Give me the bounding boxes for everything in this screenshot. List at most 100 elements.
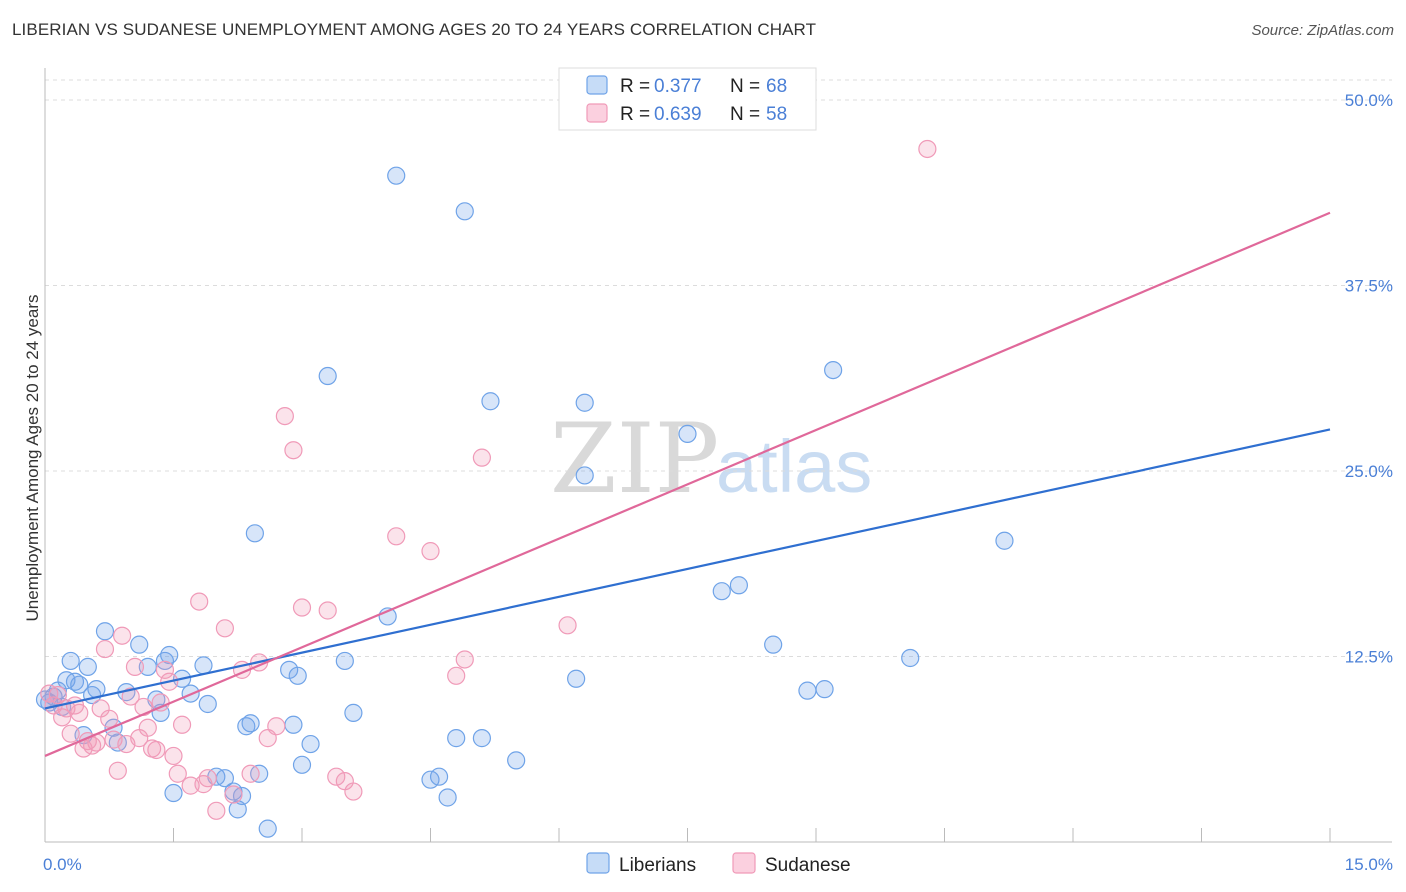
point-sudanese — [147, 740, 166, 760]
point-sudanese — [155, 660, 175, 679]
point-sudanese — [224, 785, 243, 804]
bottom-legend-swatch-liberians — [586, 852, 610, 874]
bottom-legend-liberians: Liberians — [619, 855, 696, 876]
point-liberians — [824, 360, 843, 380]
point-sudanese — [455, 650, 474, 669]
point-sudanese — [472, 448, 491, 467]
point-liberians — [429, 767, 449, 786]
chart-title: LIBERIAN VS SUDANESE UNEMPLOYMENT AMONG … — [12, 20, 817, 39]
point-liberians — [284, 715, 303, 734]
point-sudanese — [53, 708, 72, 727]
point-sudanese — [387, 527, 406, 546]
legend-r-value-2: 0.639 — [654, 104, 702, 125]
point-liberians — [575, 466, 594, 485]
point-liberians — [292, 755, 312, 774]
bottom-legend-swatch-sudanese — [732, 852, 756, 874]
y-tick-labels: 12.5% 25.0% 37.5% 50.0% — [1345, 91, 1393, 667]
point-sudanese — [168, 764, 187, 783]
legend-n-value-1: 68 — [766, 76, 787, 97]
axes — [44, 68, 1392, 843]
trend-line-sudanese — [44, 211, 1331, 757]
point-liberians — [245, 524, 264, 543]
point-liberians — [901, 648, 920, 668]
point-sudanese — [284, 441, 303, 460]
point-sudanese — [164, 746, 183, 766]
legend-swatch-sudanese — [586, 103, 608, 123]
point-sudanese — [215, 619, 234, 638]
bottom-legend: Liberians Sudanese — [586, 852, 851, 876]
point-sudanese — [318, 601, 337, 620]
point-sudanese — [207, 801, 226, 820]
y-tick-label: 25.0% — [1345, 462, 1393, 481]
point-sudanese — [292, 598, 312, 617]
point-liberians — [575, 393, 594, 412]
legend: R = 0.377 N = 68 R = 0.639 N = 58 — [558, 67, 817, 131]
point-sudanese — [172, 715, 192, 734]
point-liberians — [95, 622, 115, 641]
point-liberians — [481, 392, 500, 411]
point-liberians — [164, 783, 183, 803]
chart-source: Source: ZipAtlas.com — [1251, 22, 1394, 39]
point-sudanese — [267, 717, 286, 736]
point-liberians — [764, 635, 783, 654]
trend-line-liberians — [44, 428, 1331, 710]
point-liberians — [472, 729, 491, 748]
legend-n-label-2: N = — [730, 104, 760, 125]
watermark-zip: ZIP — [550, 403, 719, 515]
legend-n-label-1: N = — [730, 76, 760, 97]
bottom-legend-sudanese: Sudanese — [765, 855, 851, 876]
point-sudanese — [198, 769, 217, 788]
x-tick-labels: 0.0% 15.0% — [43, 855, 1393, 874]
point-sudanese — [112, 626, 132, 645]
point-sudanese — [95, 639, 115, 659]
point-liberians — [160, 645, 179, 665]
legend-r-value-1: 0.377 — [654, 76, 702, 97]
y-axis-label: Unemployment Among Ages 20 to 24 years — [23, 295, 42, 622]
x-tick-label-min: 0.0% — [43, 855, 82, 874]
point-sudanese — [48, 685, 67, 705]
point-sudanese — [344, 782, 363, 801]
point-liberians — [228, 800, 247, 819]
point-sudanese — [918, 139, 937, 159]
point-sudanese — [327, 767, 346, 786]
legend-n-value-2: 58 — [766, 104, 787, 125]
point-liberians — [815, 680, 834, 699]
point-sudanese — [121, 687, 140, 706]
point-liberians — [729, 576, 749, 595]
point-liberians — [678, 424, 697, 443]
legend-swatch-liberians — [586, 75, 608, 95]
legend-r-label-2: R = — [620, 104, 650, 125]
point-liberians — [387, 166, 406, 185]
point-liberians — [798, 681, 817, 700]
point-liberians — [70, 675, 89, 694]
point-sudanese — [138, 718, 157, 737]
point-liberians — [507, 751, 526, 770]
point-liberians — [318, 366, 337, 386]
point-sudanese — [125, 657, 145, 676]
point-liberians — [78, 657, 97, 676]
legend-r-label-1: R = — [620, 76, 650, 97]
point-liberians — [288, 666, 307, 685]
trend-lines — [44, 211, 1331, 757]
point-sudanese — [421, 542, 440, 561]
point-sudanese — [100, 709, 119, 728]
point-liberians — [567, 669, 586, 688]
point-liberians — [301, 734, 320, 754]
point-sudanese — [108, 761, 127, 780]
point-sudanese — [447, 666, 466, 685]
point-liberians — [61, 651, 80, 671]
point-sudanese — [275, 406, 294, 426]
y-tick-label: 37.5% — [1345, 277, 1393, 296]
point-sudanese — [190, 592, 209, 611]
point-liberians — [194, 656, 213, 675]
point-liberians — [258, 819, 277, 838]
point-liberians — [995, 531, 1014, 550]
y-tick-label: 50.0% — [1345, 91, 1393, 110]
point-sudanese — [61, 724, 80, 743]
y-tick-label: 12.5% — [1345, 648, 1393, 667]
point-liberians — [344, 703, 363, 722]
point-liberians — [335, 651, 354, 671]
grid — [45, 79, 1392, 657]
x-tick-label-max: 15.0% — [1345, 855, 1393, 874]
